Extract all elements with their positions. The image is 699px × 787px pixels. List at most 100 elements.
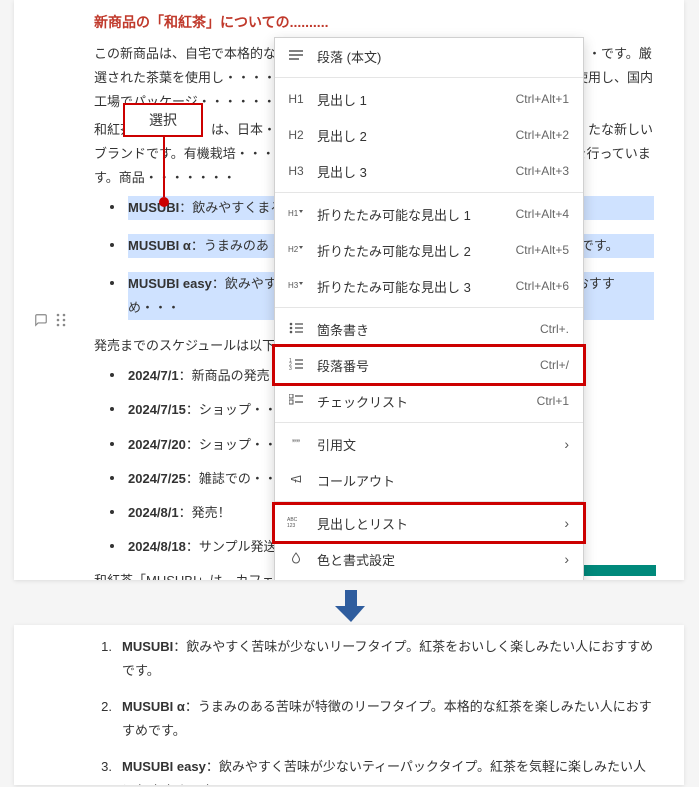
checklist-icon [285, 394, 307, 409]
schedule-date: 2024/7/1 [128, 368, 179, 383]
h1-icon: H1 [285, 92, 307, 106]
product-name: MUSUBI α [122, 699, 185, 714]
menu-label: 引用文 [317, 435, 564, 454]
schedule-date: 2024/7/25 [128, 471, 186, 486]
bullet-icon [110, 544, 114, 548]
schedule-date: 2024/7/15 [128, 402, 186, 417]
svg-text:H3: H3 [288, 281, 299, 290]
paragraph-icon [285, 49, 307, 63]
product-name: MUSUBI α [128, 238, 191, 253]
menu-label: 見出し 2 [317, 126, 516, 145]
doc-title: 新商品の「和紅茶」についての.......... [94, 10, 654, 36]
numbered-text: MUSUBI α：うまみのある苦味が特徴のリーフタイプ。本格的な紅茶を楽しみたい… [122, 695, 654, 743]
numbered-text: MUSUBI：飲みやすく苦味が少ないリーフタイプ。紅茶をおいしく楽しみたい人にお… [122, 635, 654, 683]
menu-item-heading-3[interactable]: H3 見出し 3 Ctrl+Alt+3 [275, 153, 583, 189]
bullet-icon [110, 476, 114, 480]
menu-item-heading-1[interactable]: H1 見出し 1 Ctrl+Alt+1 [275, 81, 583, 117]
menu-item-collapsible-heading-1[interactable]: H1 折りたたみ可能な見出し 1 Ctrl+Alt+4 [275, 196, 583, 232]
menu-label: 見出し 1 [317, 90, 516, 109]
block-type-context-menu: 段落 (本文) H1 見出し 1 Ctrl+Alt+1 H2 見出し 2 Ctr… [274, 37, 584, 580]
schedule-date: 2024/7/20 [128, 437, 186, 452]
menu-shortcut: Ctrl+Alt+4 [516, 207, 569, 221]
schedule-date: 2024/8/18 [128, 539, 186, 554]
menu-shortcut: Ctrl+Alt+1 [516, 92, 569, 106]
bullet-icon [110, 407, 114, 411]
collapsible-h2-icon: H2 [285, 243, 307, 258]
menu-label: コールアウト [317, 471, 569, 490]
menu-shortcut: Ctrl+Alt+3 [516, 164, 569, 178]
quote-icon: ”” [285, 437, 307, 451]
chevron-right-icon: › [564, 551, 569, 567]
bullet-icon [110, 442, 114, 446]
product-name: MUSUBI easy [122, 759, 206, 774]
bullet-list-icon [285, 322, 307, 337]
menu-item-color-and-format[interactable]: 色と書式設定 › [275, 541, 583, 577]
numbered-item: 2. MUSUBI α：うまみのある苦味が特徴のリーフタイプ。本格的な紅茶を楽し… [94, 695, 654, 743]
chevron-right-icon: › [564, 515, 569, 531]
highlight-headings-and-lists: ABC123 見出しとリスト › [272, 502, 586, 544]
menu-label: 見出し 3 [317, 162, 516, 181]
menu-label: 段落番号 [317, 356, 540, 375]
menu-separator [275, 192, 583, 193]
number-marker: 1. [94, 635, 122, 683]
collapsible-h3-icon: H3 [285, 279, 307, 294]
menu-label: 箇条書き [317, 320, 540, 339]
menu-shortcut: Ctrl+/ [540, 358, 569, 372]
menu-shortcut: Ctrl+. [540, 322, 569, 336]
menu-separator [275, 307, 583, 308]
numbered-item: 3. MUSUBI easy：飲みやすく苦味が少ないティーパックタイプ。紅茶を気… [94, 755, 654, 785]
menu-separator [275, 422, 583, 423]
abc123-icon: ABC123 [285, 516, 307, 531]
result-panel: 1. MUSUBI：飲みやすく苦味が少ないリーフタイプ。紅茶をおいしく楽しみたい… [14, 625, 684, 785]
menu-label: 色と書式設定 [317, 550, 564, 569]
collapsible-h1-icon: H1 [285, 207, 307, 222]
drag-handle-icon[interactable] [56, 313, 66, 330]
menu-item-numbered-list[interactable]: 123 段落番号 Ctrl+/ [275, 347, 583, 383]
menu-item-bulleted-list[interactable]: 箇条書き Ctrl+. [275, 311, 583, 347]
bullet-icon [110, 243, 114, 247]
svg-text:H1: H1 [288, 209, 299, 218]
menu-item-paragraph[interactable]: 段落 (本文) [275, 38, 583, 74]
result-body: 1. MUSUBI：飲みやすく苦味が少ないリーフタイプ。紅茶をおいしく楽しみたい… [94, 635, 654, 785]
menu-label: チェックリスト [317, 392, 537, 411]
menu-item-quote[interactable]: ”” 引用文 › [275, 426, 583, 462]
menu-shortcut: Ctrl+Alt+5 [516, 243, 569, 257]
menu-label: 見出しとリスト [317, 514, 564, 533]
menu-item-headings-and-lists[interactable]: ABC123 見出しとリスト › [275, 505, 583, 541]
menu-label: 段落 (本文) [317, 47, 569, 66]
bullet-icon [110, 510, 114, 514]
menu-label: 折りたたみ可能な見出し 2 [317, 241, 516, 260]
color-drop-icon [285, 551, 307, 568]
numbered-item: 1. MUSUBI：飲みやすく苦味が少ないリーフタイプ。紅茶をおいしく楽しみたい… [94, 635, 654, 683]
schedule-text: ：発売！ [179, 505, 231, 520]
menu-label: 折りたたみ可能な見出し 3 [317, 277, 516, 296]
menu-shortcut: Ctrl+Alt+2 [516, 128, 569, 142]
block-gutter [34, 313, 66, 330]
menu-label: 折りたたみ可能な見出し 1 [317, 205, 516, 224]
menu-separator [275, 77, 583, 78]
svg-text:H2: H2 [288, 245, 299, 254]
product-name: MUSUBI easy [128, 276, 212, 291]
schedule-date: 2024/8/1 [128, 505, 179, 520]
bullet-icon [110, 205, 114, 209]
menu-shortcut: Ctrl+Alt+6 [516, 279, 569, 293]
menu-item-collapsible-heading-3[interactable]: H3 折りたたみ可能な見出し 3 Ctrl+Alt+6 [275, 268, 583, 304]
product-name: MUSUBI [122, 639, 173, 654]
selection-callout: 選択 [123, 103, 203, 137]
comment-icon[interactable] [34, 313, 48, 330]
menu-item-checklist[interactable]: チェックリスト Ctrl+1 [275, 383, 583, 419]
selection-label: 選択 [149, 110, 177, 130]
number-marker: 2. [94, 695, 122, 743]
menu-item-collapsible-heading-2[interactable]: H2 折りたたみ可能な見出し 2 Ctrl+Alt+5 [275, 232, 583, 268]
menu-item-callout[interactable]: コールアウト [275, 462, 583, 498]
h2-icon: H2 [285, 128, 307, 142]
product-name: MUSUBI [128, 200, 179, 215]
numbered-text: MUSUBI easy：飲みやすく苦味が少ないティーパックタイプ。紅茶を気軽に楽… [122, 755, 654, 785]
editor-panel: 新商品の「和紅茶」についての.......... この新商品は、自宅で本格的な・… [14, 0, 684, 580]
bullet-icon [110, 281, 114, 285]
product-desc: ：うまみのある苦味が特徴のリーフタイプ。本格的な紅茶を楽しみたい人におすすめです… [122, 699, 652, 738]
numbered-list-icon: 123 [285, 358, 307, 373]
highlight-numbered-list: 123 段落番号 Ctrl+/ [272, 344, 586, 386]
selection-pointer-line [163, 137, 165, 197]
menu-item-heading-2[interactable]: H2 見出し 2 Ctrl+Alt+2 [275, 117, 583, 153]
